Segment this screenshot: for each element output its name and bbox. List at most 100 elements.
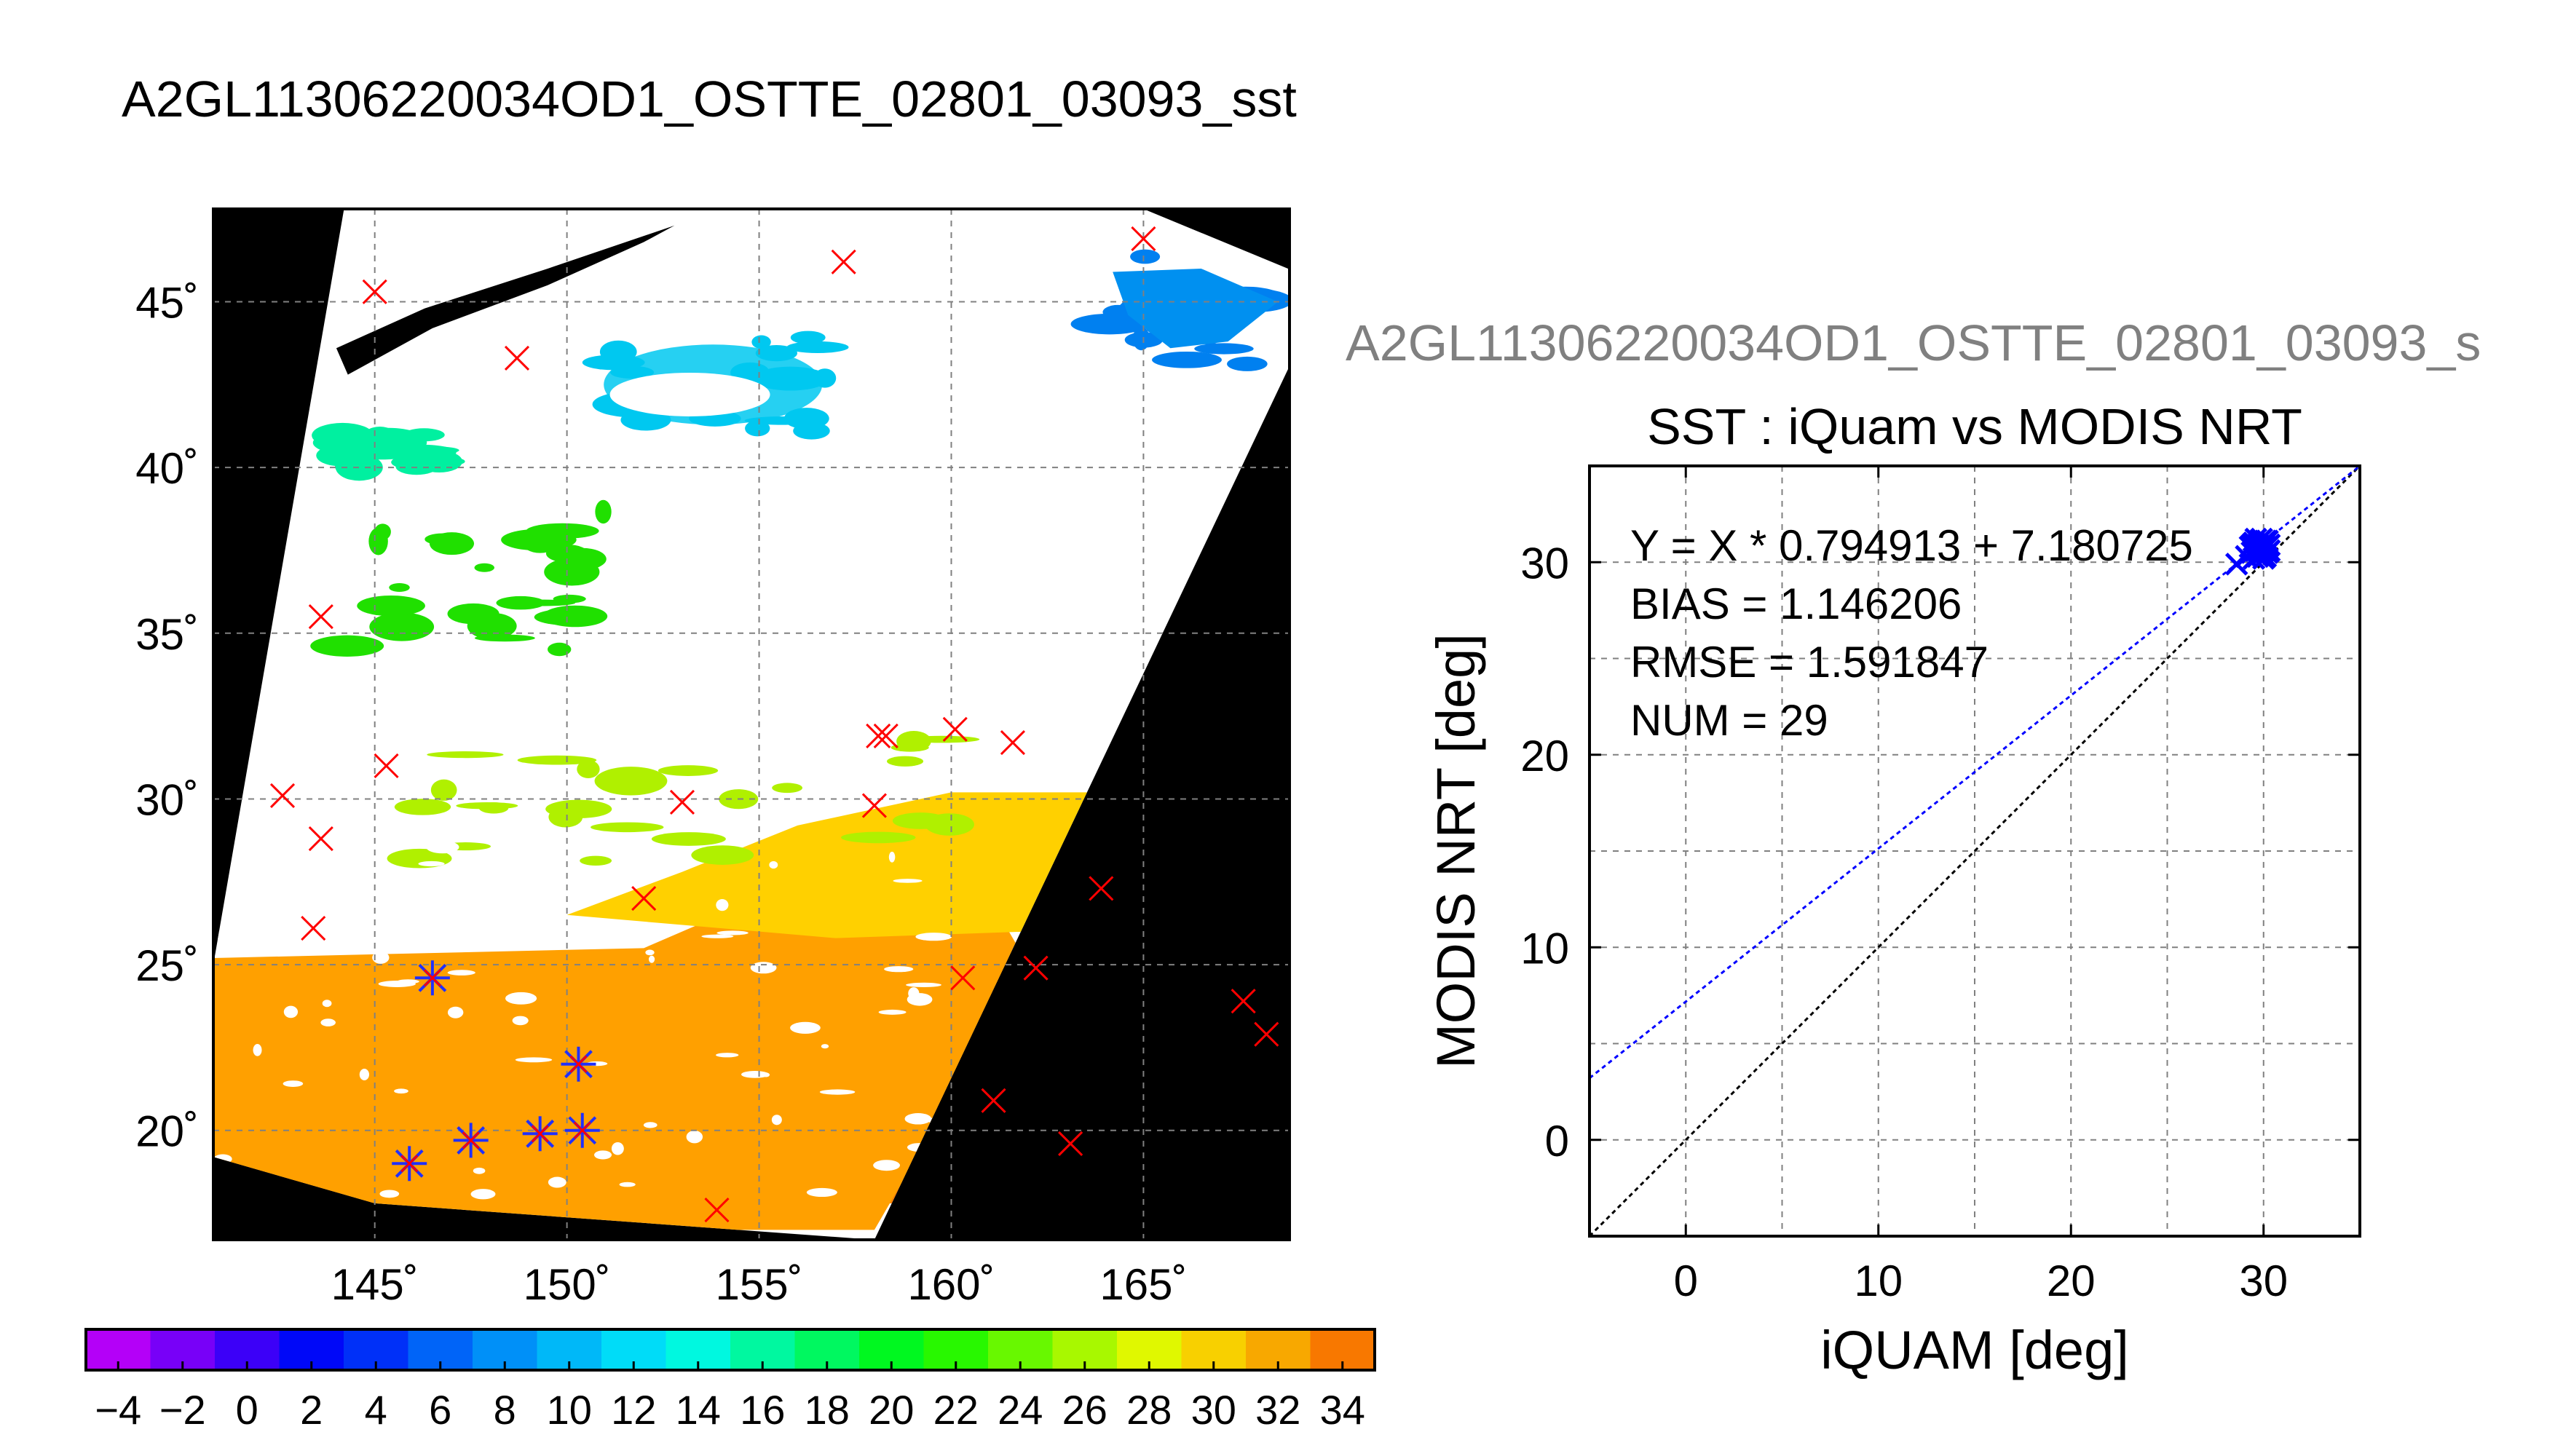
matchup-point [414,960,450,996]
iquam-point-stroke [308,604,333,630]
iquam-point-stroke [301,915,326,941]
map-lat-tick-label: 20˚ [135,1107,199,1156]
sst-patch [368,527,388,555]
colorbar-tick-label: 20 [869,1387,914,1433]
colorbar: −4 −2 0 2 4 6 8 10 12 14 16 18 20 22 24 26 28 30 32 34 [84,1328,1376,1433]
cloud-speck [486,869,495,882]
sst-patch [1227,356,1268,371]
iquam-point-stroke [950,965,976,991]
sst-patch [580,855,612,866]
scatter-header-title: A2GL11306220034OD1_OSTTE_02801_03093_s [1346,314,2481,371]
sst-patch [335,454,365,477]
scatter-frame [1588,464,2361,1238]
sst-map: 145˚ 150˚ 155˚ 160˚ 165˚ 20˚ 25˚ 30˚ 35˚ 40˚ 45˚ [135,207,1291,1309]
matchup-point [392,1146,427,1182]
colorbar-tick-label: 14 [676,1387,721,1433]
colorbar-tick-label: 0 [236,1387,258,1433]
colorbar-tick-label: 18 [805,1387,850,1433]
map-lat-tick-label: 35˚ [135,610,199,659]
iquam-point [1000,729,1026,756]
cloud-speck [888,851,896,863]
iquam-point-stroke [831,249,856,274]
sst-patch [395,458,438,475]
colorbar-tick-label: 24 [998,1387,1043,1433]
iquam-point [861,793,887,818]
x-tick-label: 0 [1674,1257,1698,1305]
cloud-speck [741,1070,769,1078]
cloud-speck [515,1057,553,1063]
sst-patch [557,547,607,571]
sst-patch [657,765,719,776]
iquam-point [362,279,387,304]
map-lat-tick-label: 30˚ [135,775,199,824]
cloud-speck [213,930,242,941]
x-tick-label: 10 [1854,1257,1903,1305]
matchup-point [522,1116,558,1152]
iquam-point-stroke [504,345,530,371]
sst-patch [389,583,410,593]
map-frame [212,207,1291,1241]
iquam-point-stroke [704,1197,730,1223]
iquam-point [269,783,296,808]
cloud-speck [548,1176,566,1188]
stat-annotation: Y = X * 0.794913 + 7.180725 [1630,521,2193,570]
identity-line [1590,466,2360,1236]
cloud-speck [447,1006,464,1018]
cloud-speck [537,937,563,943]
iquam-point [1089,876,1114,901]
cloud-speck [379,1190,400,1198]
iquam-point-stroke [981,1088,1006,1113]
cloud-speck [619,1182,636,1187]
cloud-speck [505,992,537,1005]
colorbar-tick-label: 32 [1255,1387,1300,1433]
map-title: A2GL11306220034OD1_OSTTE_02801_03093_sst [122,71,1297,127]
matchup-point-overlay [462,1131,480,1150]
iquam-point-stroke [1000,729,1026,756]
sst-patch [394,799,451,815]
matchup-point [453,1123,489,1158]
cloud-speck [322,1000,332,1008]
cloud-speck [394,1088,408,1094]
colorbar-tick-label: −4 [95,1387,141,1433]
cloud-speck [771,1115,782,1125]
cloud-speck [397,979,419,984]
sst-patch [357,596,425,617]
cloud-speck [750,962,777,974]
sst-patch [591,822,664,833]
cloud-gap [609,372,770,416]
iquam-point [301,915,326,941]
iquam-point [1231,989,1256,1014]
cloud-speck [283,1005,299,1018]
cloud-speck [454,899,469,904]
scatter-point [2246,537,2270,561]
cloud-speck [904,1113,932,1125]
cloud-speck [915,933,952,941]
cloud-speck [426,840,459,854]
colorbar-tick-label: 4 [365,1387,387,1433]
sst-patch [517,755,597,765]
sst-patch [430,779,457,801]
cloud-speck [878,1009,907,1015]
stat-annotation: NUM = 29 [1630,696,1828,745]
sst-patch [595,499,612,524]
y-tick-label: 0 [1545,1117,1569,1166]
cloud-speck [873,1160,901,1171]
iquam-point-stroke [861,793,887,818]
x-tick-label: 30 [2239,1257,2288,1305]
iquam-point [950,965,976,991]
cloud-speck [769,860,778,869]
cloud-speck [473,1167,486,1174]
sst-region-6-bay [1113,268,1279,349]
cloud-speck [701,934,734,938]
sst-patch [526,523,599,539]
sst-patch [783,408,829,430]
cloud-speck [339,877,374,883]
cloud-speck [906,982,941,987]
sst-patch [424,533,460,545]
iquam-point-stroke [308,826,333,852]
cloud-speck [594,1150,612,1160]
sst-patch [651,832,726,846]
stat-annotation: RMSE = 1.591847 [1630,638,1989,687]
cloud-speck [470,1189,496,1200]
sst-patch [456,802,518,810]
